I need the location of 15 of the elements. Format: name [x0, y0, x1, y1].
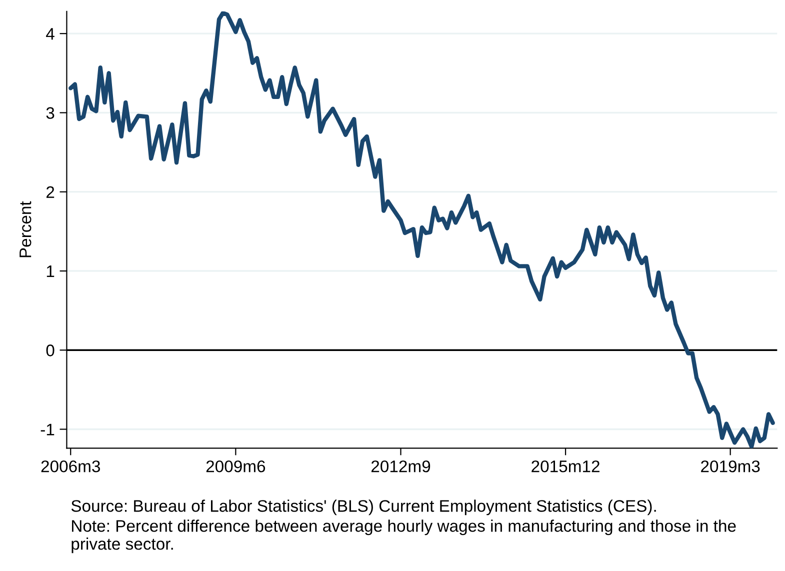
y-tick-label: 4	[46, 28, 54, 40]
x-tick-label: 2009m6	[206, 460, 266, 472]
x-tick-label: 2006m3	[41, 460, 100, 472]
y-tick-label: 3	[46, 107, 54, 119]
x-tick-label: 2015m12	[532, 460, 600, 472]
x-tick-label: 2019m3	[701, 460, 760, 472]
y-tick-label: 1	[46, 266, 54, 278]
text: Note: Percent difference between average hourly wages in manufacturing and those in the private sector.	[72, 520, 736, 554]
line-series	[68, 11, 775, 448]
y-axis-title: Percent	[20, 201, 32, 258]
source-note: Source: Bureau of Labor Statistics' (BLS) Current Employment Statistics (CES).	[71, 500, 656, 516]
x-tick-label: 2012m9	[371, 460, 430, 472]
y-tick-label: 0	[46, 344, 54, 356]
y-tick-label: 2	[46, 186, 54, 198]
y-tick-label: -1	[40, 424, 54, 436]
